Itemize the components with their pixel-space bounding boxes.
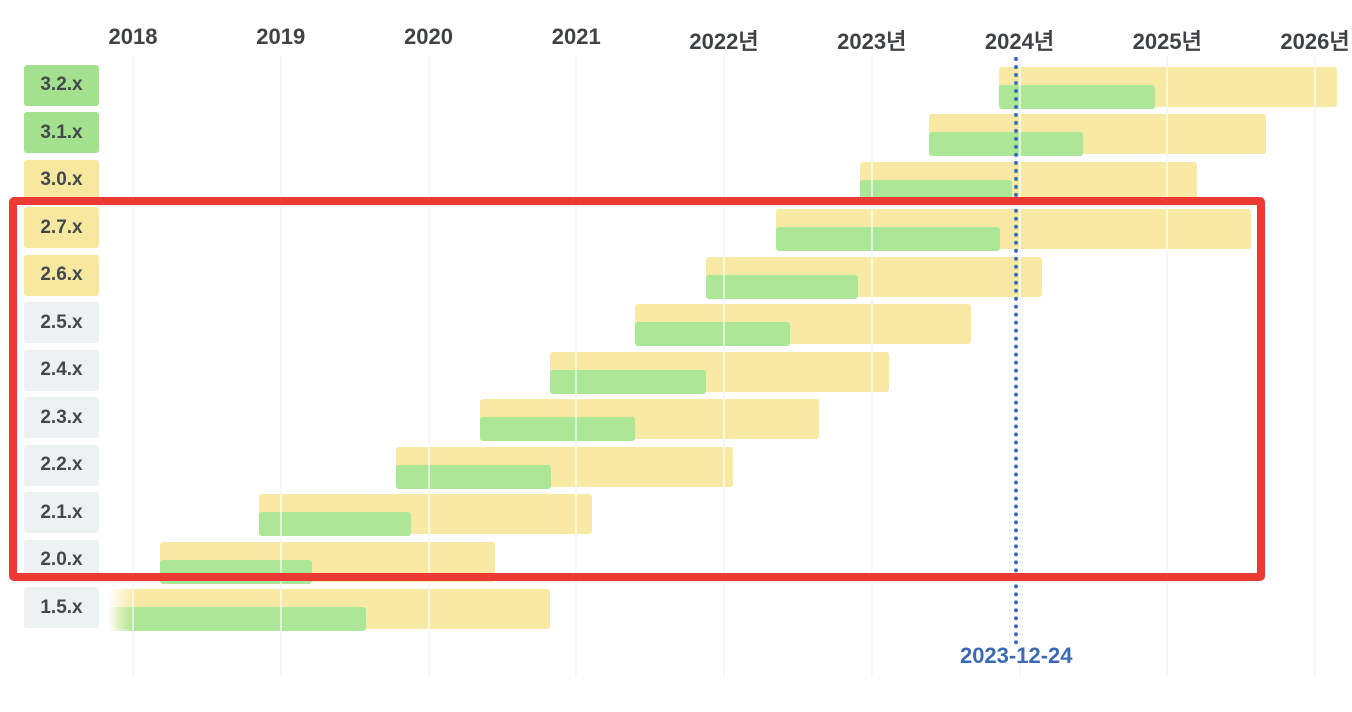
year-gridline-overlay-2018 — [132, 56, 134, 677]
year-gridline-overlay-2024 — [1018, 56, 1021, 677]
year-label-2021: 2021 — [551, 24, 601, 49]
date-marker-line — [1014, 57, 1019, 645]
version-label-3.1.x: 3.1.x — [24, 112, 99, 153]
year-label-2019: 2019 — [256, 24, 306, 49]
oss-support-bar-2.5.x — [635, 322, 791, 346]
oss-support-bar-2.6.x — [706, 274, 859, 299]
oss-support-bar-3.1.x — [929, 132, 1084, 156]
year-label-2026: 2026년 — [1280, 29, 1350, 54]
oss-support-bar-3.2.x — [998, 84, 1156, 109]
version-label-3.0.x: 3.0.x — [24, 159, 99, 201]
year-gridline-overlay-2023 — [870, 56, 873, 677]
year-gridline-overlay-2020 — [427, 56, 430, 677]
year-gridline-overlay-2025 — [1166, 56, 1169, 677]
version-label-2.3.x: 2.3.x — [24, 397, 99, 438]
oss-support-bar-1.5.x — [109, 607, 367, 631]
date-marker-label: 2023-12-24 — [959, 643, 1073, 668]
version-label-3.2.x: 3.2.x — [24, 64, 99, 106]
version-label-1.5.x: 1.5.x — [24, 587, 99, 628]
year-label-2024: 2024년 — [984, 29, 1055, 54]
version-label-2.4.x: 2.4.x — [24, 349, 99, 391]
version-label-2.6.x: 2.6.x — [24, 254, 99, 296]
oss-support-bar-2.7.x — [775, 227, 1001, 251]
year-gridline-overlay-2021 — [575, 56, 578, 677]
oss-support-bar-2.1.x — [258, 512, 411, 536]
year-gridline-overlay-2022 — [723, 56, 725, 677]
year-label-2018: 2018 — [108, 24, 158, 49]
highlight-rectangle — [9, 197, 1265, 581]
year-label-2025: 2025년 — [1132, 29, 1202, 54]
oss-support-bar-2.2.x — [395, 464, 552, 489]
year-label-2020: 2020 — [404, 24, 453, 49]
version-label-2.2.x: 2.2.x — [24, 444, 99, 486]
year-label-2022: 2022년 — [689, 29, 759, 54]
year-gridline-overlay-2026 — [1314, 56, 1316, 677]
version-label-2.7.x: 2.7.x — [24, 207, 99, 248]
version-label-2.5.x: 2.5.x — [24, 302, 99, 343]
year-gridline-overlay-2019 — [279, 56, 282, 677]
oss-support-bar-2.3.x — [480, 417, 636, 441]
year-label-2023: 2023년 — [837, 29, 907, 54]
version-label-2.1.x: 2.1.x — [24, 492, 99, 533]
